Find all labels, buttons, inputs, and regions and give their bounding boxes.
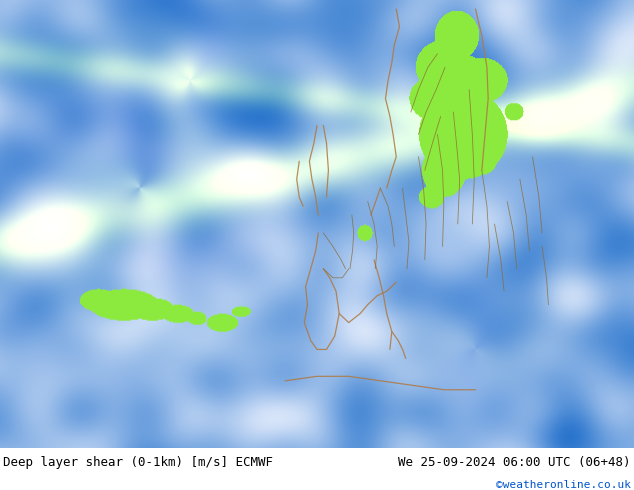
Text: ©weatheronline.co.uk: ©weatheronline.co.uk bbox=[496, 480, 631, 490]
Text: Deep layer shear (0-1km) [m/s] ECMWF: Deep layer shear (0-1km) [m/s] ECMWF bbox=[3, 456, 273, 469]
Text: We 25-09-2024 06:00 UTC (06+48): We 25-09-2024 06:00 UTC (06+48) bbox=[398, 456, 631, 469]
